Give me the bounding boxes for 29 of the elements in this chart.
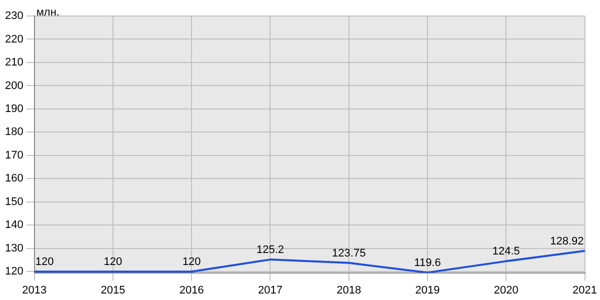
y-tick-label: 210 [4, 56, 24, 69]
y-tick-label: 130 [4, 242, 24, 254]
x-tick-label: 2015 [100, 284, 126, 296]
x-tick-label: 2018 [336, 284, 362, 296]
y-tick-label: 150 [4, 196, 24, 208]
data-label: 123.75 [332, 247, 366, 260]
data-label: 120 [35, 256, 54, 268]
y-axis-title: млн. [36, 6, 60, 19]
x-tick-label: 2021 [572, 284, 598, 296]
y-tick-label: 140 [4, 219, 24, 232]
data-label: 120 [182, 256, 201, 268]
x-tick-label: 2017 [258, 284, 282, 296]
y-tick-label: 120 [4, 266, 24, 278]
y-tick-label: 220 [4, 33, 24, 46]
data-label: 120 [104, 256, 122, 268]
x-tick-label: 2020 [494, 284, 518, 296]
y-tick-label: 170 [4, 149, 24, 162]
x-tick-label: 2019 [415, 284, 440, 296]
y-tick-label: 200 [4, 80, 24, 92]
data-label: 124.5 [492, 246, 520, 258]
y-tick-label: 180 [4, 126, 24, 138]
data-label: 119.6 [414, 257, 441, 270]
y-tick-label: 230 [4, 10, 24, 22]
x-tick-label: 2016 [179, 284, 204, 296]
data-label: 128.92 [550, 235, 584, 248]
x-tick-label: 2013 [22, 284, 47, 296]
y-tick-label: 190 [4, 102, 24, 115]
data-label: 125.2 [256, 244, 284, 256]
y-tick-label: 160 [4, 172, 24, 185]
